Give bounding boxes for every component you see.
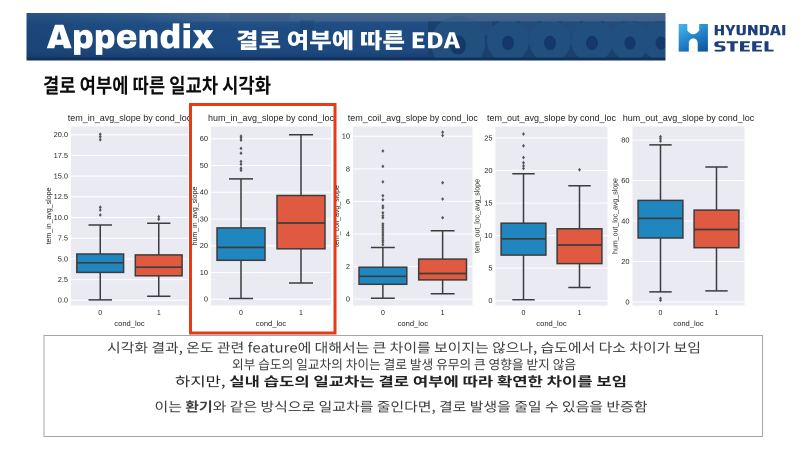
- svg-text:20: 20: [621, 257, 629, 266]
- svg-text:40: 40: [621, 216, 629, 225]
- svg-text:hum_in_avg_slope: hum_in_avg_slope: [192, 187, 199, 246]
- svg-text:0.0: 0.0: [58, 296, 68, 305]
- svg-text:80: 80: [621, 136, 629, 145]
- svg-text:tem_in_avg_slope by cond_loc: tem_in_avg_slope by cond_loc: [68, 113, 192, 123]
- svg-text:0: 0: [522, 310, 526, 317]
- svg-text:25: 25: [484, 133, 492, 142]
- svg-text:hum_in_avg_slope by cond_loc: hum_in_avg_slope by cond_loc: [208, 113, 335, 123]
- svg-text:30: 30: [200, 214, 208, 223]
- svg-text:10: 10: [342, 132, 350, 141]
- svg-text:0: 0: [239, 310, 243, 317]
- svg-text:12.5: 12.5: [54, 192, 68, 201]
- svg-text:20: 20: [484, 166, 492, 175]
- svg-text:tem_in_avg_slope: tem_in_avg_slope: [46, 187, 53, 244]
- svg-text:cond_loc: cond_loc: [398, 319, 429, 328]
- svg-text:10.0: 10.0: [54, 213, 68, 222]
- svg-text:60: 60: [200, 134, 208, 143]
- svg-text:5.0: 5.0: [58, 254, 68, 263]
- svg-text:20.0: 20.0: [54, 130, 68, 139]
- svg-text:cond_loc: cond_loc: [673, 319, 704, 328]
- svg-text:0: 0: [625, 297, 629, 306]
- svg-text:tem_out_loc_avg_slope: tem_out_loc_avg_slope: [475, 179, 482, 253]
- svg-text:0: 0: [346, 295, 350, 304]
- svg-text:tem_coil_avg_slope: tem_coil_avg_slope: [334, 185, 341, 247]
- svg-text:17.5: 17.5: [54, 151, 68, 160]
- svg-text:60: 60: [621, 176, 629, 185]
- svg-text:7.5: 7.5: [58, 234, 68, 243]
- svg-text:cond_loc: cond_loc: [114, 319, 145, 328]
- svg-text:2.5: 2.5: [58, 275, 68, 284]
- svg-text:40: 40: [200, 188, 208, 197]
- svg-text:1: 1: [578, 310, 582, 317]
- svg-text:1: 1: [441, 310, 445, 317]
- svg-text:5: 5: [488, 264, 492, 273]
- svg-text:1: 1: [299, 310, 303, 317]
- svg-text:10: 10: [484, 231, 492, 240]
- svg-text:4: 4: [346, 229, 350, 238]
- svg-text:0: 0: [488, 296, 492, 305]
- svg-text:8: 8: [346, 164, 350, 173]
- svg-text:20: 20: [200, 241, 208, 250]
- svg-text:0: 0: [381, 310, 385, 317]
- svg-text:6: 6: [346, 197, 350, 206]
- svg-text:0: 0: [204, 295, 208, 304]
- svg-text:cond_loc: cond_loc: [256, 319, 287, 328]
- svg-text:1: 1: [157, 310, 161, 317]
- svg-text:50: 50: [200, 161, 208, 170]
- svg-text:10: 10: [200, 268, 208, 277]
- svg-text:tem_out_avg_slope by cond_loc: tem_out_avg_slope by cond_loc: [487, 113, 617, 123]
- svg-text:hum_out_avg_slope by cond_loc: hum_out_avg_slope by cond_loc: [623, 113, 755, 123]
- svg-text:15: 15: [484, 199, 492, 208]
- svg-text:hum_out_loc_avg_slope: hum_out_loc_avg_slope: [613, 178, 620, 254]
- svg-text:tem_coil_avg_slope by cond_loc: tem_coil_avg_slope by cond_loc: [348, 113, 479, 123]
- svg-text:0: 0: [659, 310, 663, 317]
- svg-text:15.0: 15.0: [54, 172, 68, 181]
- svg-text:1: 1: [715, 310, 719, 317]
- svg-text:cond_loc: cond_loc: [536, 319, 567, 328]
- svg-text:0: 0: [98, 310, 102, 317]
- svg-text:2: 2: [346, 262, 350, 271]
